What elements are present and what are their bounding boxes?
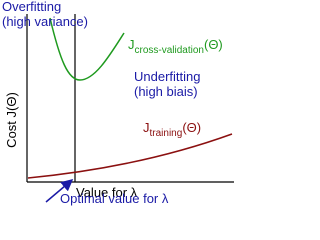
symbol: J — [128, 37, 135, 52]
y-axis-label: Cost J(Θ) — [4, 92, 19, 148]
training-label: Jtraining(Θ) — [143, 120, 201, 139]
x-axis-label: Value for λ — [76, 185, 138, 200]
training-curve — [27, 133, 233, 179]
symbol: J — [143, 120, 150, 135]
underfitting-title: Underfitting — [134, 69, 200, 84]
optimal-arrow — [45, 179, 74, 203]
overfitting-note: (high variance) — [2, 14, 88, 29]
subscript: training — [150, 128, 183, 139]
diagram: Overfitting (high variance) Cost J(Θ) Jc… — [2, 0, 234, 206]
underfitting-note: (high biais) — [134, 84, 198, 99]
argument: (Θ) — [204, 37, 223, 52]
cross-validation-curve — [49, 17, 125, 81]
argument: (Θ) — [182, 120, 201, 135]
cross-validation-label: Jcross-validation(Θ) — [128, 37, 223, 56]
optimal-label: Optimal value for λ — [60, 191, 169, 206]
overfitting-title: Overfitting — [2, 0, 61, 14]
subscript: cross-validation — [135, 45, 204, 56]
